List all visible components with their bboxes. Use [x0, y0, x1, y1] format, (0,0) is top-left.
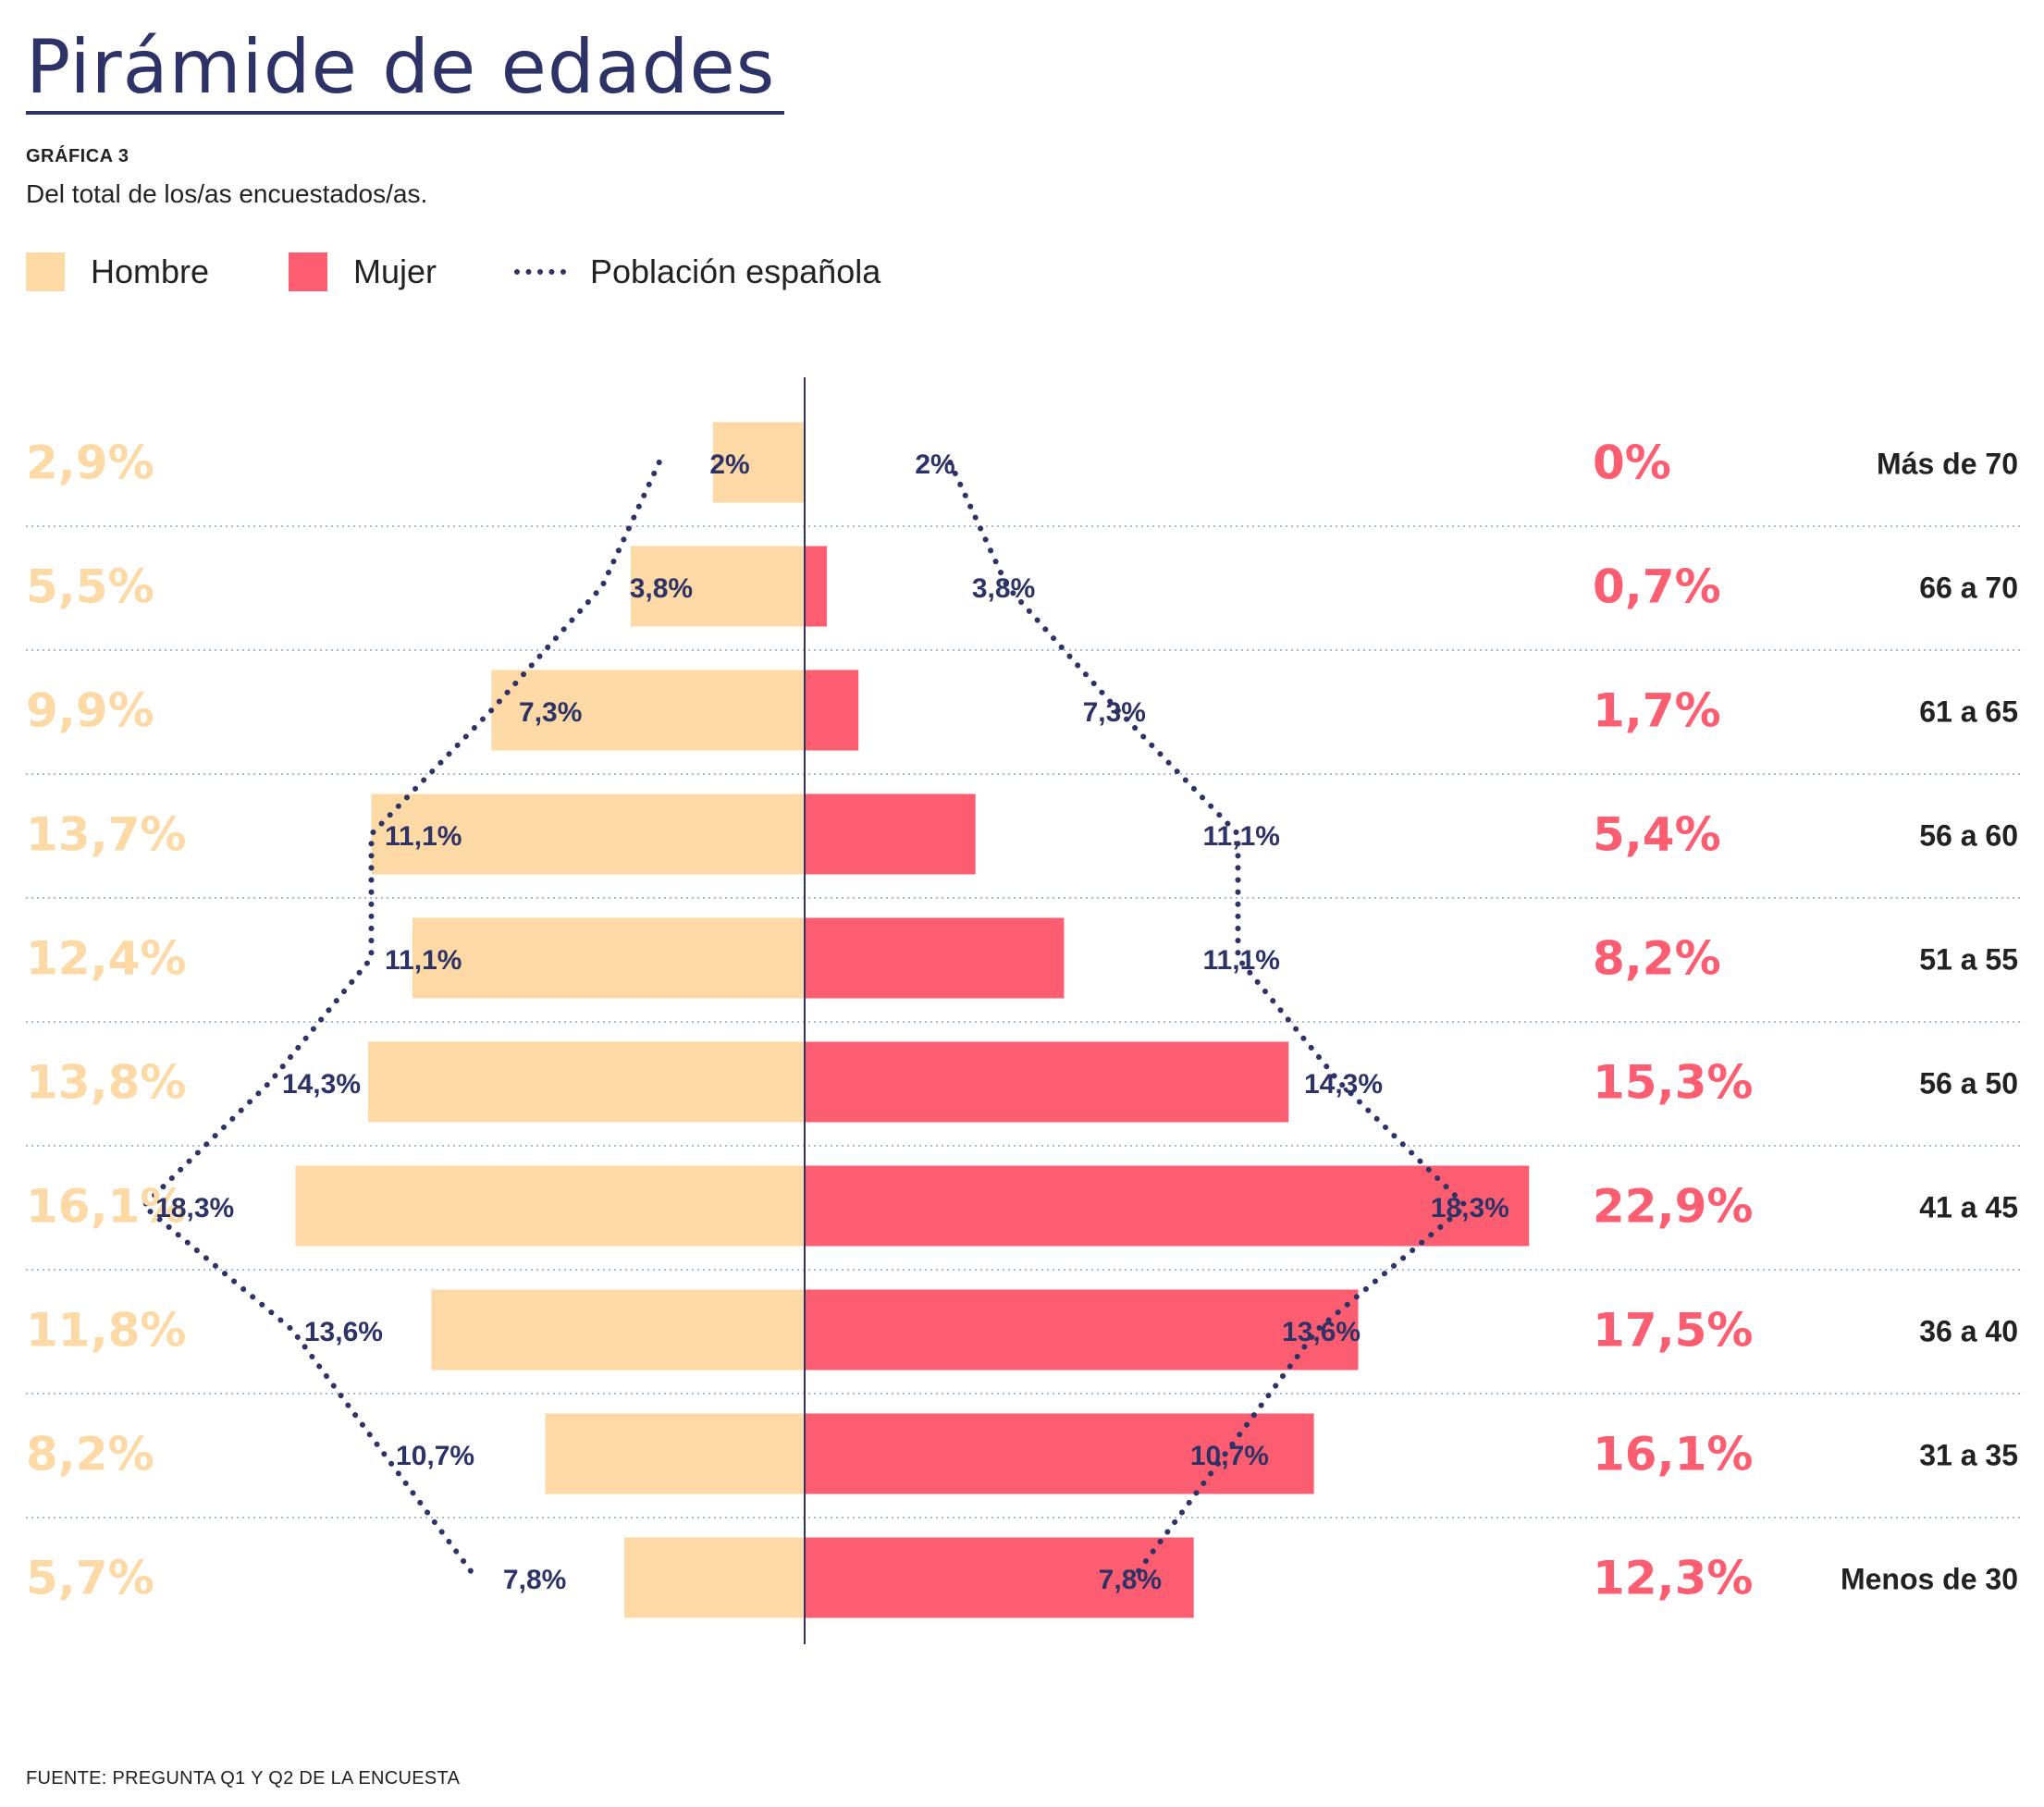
poblacion-label-mujer: 14,3% — [1304, 1069, 1383, 1100]
hombre-bar — [371, 793, 805, 875]
age-group-label: 66 a 70 — [1919, 571, 2018, 604]
hombre-bar — [624, 1537, 805, 1618]
age-group-label: 56 a 60 — [1919, 818, 2018, 852]
mujer-value-label: 17,5% — [1593, 1304, 1753, 1358]
age-group-label: Menos de 30 — [1841, 1562, 2018, 1595]
mujer-bar — [805, 1537, 1194, 1618]
hombre-value-label: 5,7% — [26, 1552, 154, 1605]
age-group-label: 51 a 55 — [1919, 942, 2018, 976]
legend-item-mujer: Mujer — [289, 248, 437, 296]
mujer-value-label: 15,3% — [1593, 1056, 1753, 1110]
hombre-bar — [712, 422, 805, 503]
poblacion-label-mujer: 13,6% — [1282, 1317, 1361, 1347]
mujer-value-label: 0,7% — [1593, 560, 1721, 614]
poblacion-label-mujer: 3,8% — [972, 573, 1035, 604]
legend-label: Mujer — [353, 252, 437, 290]
legend-label: Hombre — [91, 252, 210, 290]
poblacion-label-hombre: 18,3% — [155, 1193, 234, 1223]
hombre-swatch — [26, 252, 65, 291]
mujer-value-label: 22,9% — [1593, 1180, 1753, 1234]
poblacion-label-mujer: 18,3% — [1431, 1193, 1509, 1223]
mujer-bar — [805, 1289, 1359, 1371]
poblacion-label-hombre: 11,1% — [385, 821, 462, 852]
mujer-bar — [805, 670, 859, 751]
hombre-bar — [368, 1041, 805, 1123]
mujer-value-label: 12,3% — [1593, 1552, 1753, 1605]
mujer-bar — [805, 917, 1065, 999]
title-underline — [26, 111, 784, 115]
mujer-value-label: 8,2% — [1593, 932, 1721, 986]
hombre-bar — [412, 917, 805, 999]
source-note: FUENTE: PREGUNTA Q1 Y Q2 DE LA ENCUESTA — [26, 1768, 461, 1789]
mujer-value-label: 1,7% — [1593, 684, 1721, 738]
hombre-bar — [545, 1413, 805, 1494]
hombre-value-label: 13,8% — [26, 1056, 186, 1110]
poblacion-label-hombre: 2% — [709, 449, 749, 480]
dotted-line-icon — [514, 269, 566, 275]
poblacion-label-mujer: 11,1% — [1203, 821, 1280, 852]
age-group-label: 61 a 65 — [1919, 695, 2018, 728]
poblacion-line-mujer — [947, 460, 1471, 1580]
mujer-value-label: 0% — [1593, 436, 1671, 490]
age-group-label: 56 a 50 — [1919, 1066, 2018, 1100]
poblacion-label-mujer: 10,7% — [1190, 1441, 1269, 1471]
hombre-value-label: 13,7% — [26, 808, 186, 862]
hombre-value-label: 12,4% — [26, 932, 186, 986]
hombre-bar — [431, 1289, 805, 1371]
age-group-label: 36 a 40 — [1919, 1314, 2018, 1347]
poblacion-label-mujer: 7,3% — [1083, 697, 1146, 728]
poblacion-label-hombre: 14,3% — [282, 1069, 361, 1100]
hombre-value-label: 2,9% — [26, 436, 154, 490]
poblacion-label-mujer: 11,1% — [1203, 945, 1280, 976]
poblacion-label-hombre: 11,1% — [385, 945, 462, 976]
mujer-swatch — [289, 252, 327, 291]
hombre-value-label: 9,9% — [26, 684, 154, 738]
poblacion-label-hombre: 7,8% — [503, 1565, 566, 1595]
poblacion-label-mujer: 2% — [915, 449, 954, 480]
mujer-value-label: 16,1% — [1593, 1428, 1753, 1481]
mujer-bar — [805, 1041, 1289, 1123]
poblacion-line-hombre — [139, 460, 662, 1580]
mujer-bar — [805, 1165, 1530, 1247]
poblacion-label-hombre: 3,8% — [630, 573, 693, 604]
poblacion-label-mujer: 7,8% — [1099, 1565, 1162, 1595]
mujer-bar — [805, 1413, 1314, 1494]
poblacion-label-hombre: 13,6% — [304, 1317, 383, 1347]
chart-subtitle: Del total de los/as encuestados/as. — [26, 179, 428, 208]
legend-item-hombre: Hombre — [26, 248, 209, 296]
chart-title: Pirámide de edades — [26, 24, 776, 110]
chart-label: GRÁFICA 3 — [26, 146, 129, 166]
hombre-bar — [491, 670, 805, 751]
poblacion-label-hombre: 7,3% — [519, 697, 582, 728]
hombre-value-label: 5,5% — [26, 560, 154, 614]
age-group-label: Más de 70 — [1877, 447, 2018, 480]
mujer-bar — [805, 793, 976, 875]
hombre-bar — [295, 1165, 805, 1247]
mujer-bar — [805, 546, 827, 627]
legend-item-poblacion: Población española — [514, 248, 880, 296]
poblacion-label-hombre: 10,7% — [396, 1441, 474, 1471]
hombre-value-label: 11,8% — [26, 1304, 186, 1358]
hombre-bar — [630, 546, 805, 627]
mujer-value-label: 5,4% — [1593, 808, 1721, 862]
hombre-value-label: 8,2% — [26, 1428, 154, 1481]
legend-label: Población española — [590, 252, 881, 290]
age-group-label: 41 a 45 — [1919, 1190, 2018, 1223]
hombre-value-label: 16,1% — [26, 1180, 186, 1234]
age-group-label: 31 a 35 — [1919, 1438, 2018, 1471]
